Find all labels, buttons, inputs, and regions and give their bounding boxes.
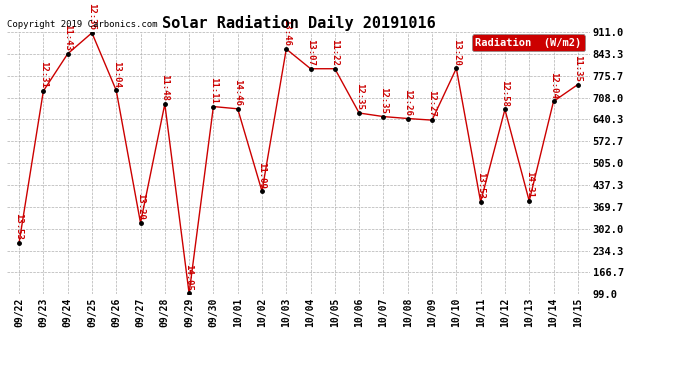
Text: 13:20: 13:20	[136, 193, 145, 220]
Text: 12:35: 12:35	[379, 87, 388, 114]
Text: 13:20: 13:20	[452, 39, 461, 66]
Text: 13:53: 13:53	[476, 172, 485, 199]
Text: 12:36: 12:36	[88, 3, 97, 30]
Text: 14:46: 14:46	[233, 79, 242, 106]
Text: 11:11: 11:11	[209, 77, 218, 104]
Text: 11:35: 11:35	[573, 55, 582, 82]
Text: 13:04: 13:04	[112, 61, 121, 88]
Text: 12:58: 12:58	[500, 80, 509, 106]
Legend: Radiation  (W/m2): Radiation (W/m2)	[472, 34, 584, 51]
Text: 14:05: 14:05	[185, 264, 194, 291]
Text: 12:27: 12:27	[428, 90, 437, 117]
Text: 13:53: 13:53	[14, 213, 23, 240]
Text: 11:48: 11:48	[160, 74, 169, 101]
Text: 13:46: 13:46	[282, 20, 290, 46]
Text: Copyright 2019 Carbonics.com: Copyright 2019 Carbonics.com	[7, 20, 157, 29]
Text: 11:22: 11:22	[331, 39, 339, 66]
Text: 12:31: 12:31	[39, 62, 48, 88]
Text: 12:04: 12:04	[549, 72, 558, 99]
Title: Solar Radiation Daily 20191016: Solar Radiation Daily 20191016	[161, 15, 435, 31]
Text: 14:31: 14:31	[524, 171, 534, 198]
Text: 12:26: 12:26	[403, 89, 412, 116]
Text: 11:43: 11:43	[63, 24, 72, 51]
Text: 11:09: 11:09	[257, 162, 266, 189]
Text: 12:35: 12:35	[355, 83, 364, 110]
Text: 13:07: 13:07	[306, 39, 315, 66]
